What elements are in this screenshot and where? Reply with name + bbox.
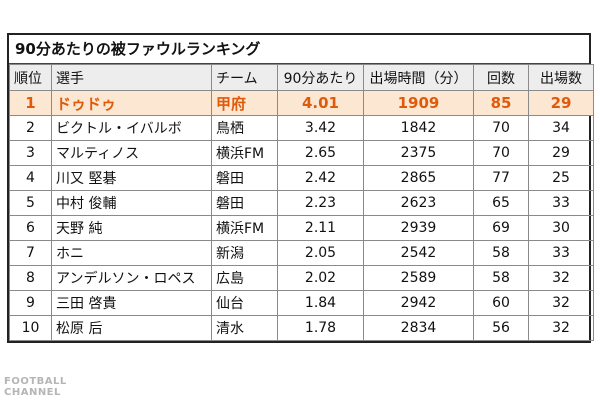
- apps-cell: 32: [528, 315, 594, 341]
- player-cell: 松原 后: [51, 315, 212, 341]
- header-row: 順位 選手 チーム 90分あたり 出場時間（分） 回数 出場数: [9, 64, 594, 91]
- apps-cell: 32: [528, 265, 594, 291]
- rank-cell: 3: [9, 140, 52, 166]
- table-row: 10 松原 后 清水 1.78 2834 56 32: [9, 315, 594, 341]
- rank-cell: 6: [9, 215, 52, 241]
- player-cell: アンデルソン・ロペス: [51, 265, 212, 291]
- header-team: チーム: [211, 64, 278, 91]
- per90-cell: 2.42: [277, 165, 364, 191]
- minutes-cell: 2865: [363, 165, 474, 191]
- apps-cell: 29: [528, 140, 594, 166]
- table-row: 8 アンデルソン・ロペス 広島 2.02 2589 58 32: [9, 265, 594, 291]
- rank-cell: 8: [9, 265, 52, 291]
- watermark-line-1: FOOTBALL: [4, 376, 67, 387]
- watermark-logo: FOOTBALL CHANNEL: [4, 376, 67, 398]
- table-row: 2 ビクトル・イバルボ 鳥栖 3.42 1842 70 34: [9, 115, 594, 141]
- count-cell: 69: [473, 215, 529, 241]
- player-cell: 三田 啓貴: [51, 290, 212, 316]
- team-cell: 鳥栖: [211, 115, 278, 141]
- minutes-cell: 2375: [363, 140, 474, 166]
- header-apps: 出場数: [528, 64, 594, 91]
- minutes-cell: 1909: [363, 90, 474, 116]
- table-row: 4 川又 堅碁 磐田 2.42 2865 77 25: [9, 165, 594, 191]
- team-cell: 磐田: [211, 165, 278, 191]
- rank-cell: 2: [9, 115, 52, 141]
- apps-cell: 30: [528, 215, 594, 241]
- minutes-cell: 2834: [363, 315, 474, 341]
- apps-cell: 34: [528, 115, 594, 141]
- player-cell: ドゥドゥ: [51, 90, 212, 116]
- team-cell: 磐田: [211, 190, 278, 216]
- table-row: 7 ホニ 新潟 2.05 2542 58 33: [9, 240, 594, 266]
- count-cell: 60: [473, 290, 529, 316]
- player-cell: 川又 堅碁: [51, 165, 212, 191]
- player-cell: ビクトル・イバルボ: [51, 115, 212, 141]
- count-cell: 56: [473, 315, 529, 341]
- minutes-cell: 2542: [363, 240, 474, 266]
- player-cell: マルティノス: [51, 140, 212, 166]
- header-per90: 90分あたり: [277, 64, 364, 91]
- per90-cell: 4.01: [277, 90, 364, 116]
- minutes-cell: 2623: [363, 190, 474, 216]
- per90-cell: 3.42: [277, 115, 364, 141]
- ranking-table-panel: 90分あたりの被ファウルランキング 順位 選手 チーム 90分あたり 出場時間（…: [7, 33, 594, 343]
- player-cell: ホニ: [51, 240, 212, 266]
- apps-cell: 29: [528, 90, 594, 116]
- team-cell: 横浜FM: [211, 140, 278, 166]
- team-cell: 新潟: [211, 240, 278, 266]
- count-cell: 77: [473, 165, 529, 191]
- count-cell: 58: [473, 240, 529, 266]
- count-cell: 58: [473, 265, 529, 291]
- team-cell: 清水: [211, 315, 278, 341]
- table-row: 5 中村 俊輔 磐田 2.23 2623 65 33: [9, 190, 594, 216]
- team-cell: 仙台: [211, 290, 278, 316]
- table-row: 3 マルティノス 横浜FM 2.65 2375 70 29: [9, 140, 594, 166]
- per90-cell: 1.78: [277, 315, 364, 341]
- per90-cell: 2.02: [277, 265, 364, 291]
- apps-cell: 25: [528, 165, 594, 191]
- rank-cell: 7: [9, 240, 52, 266]
- ranking-table: 順位 選手 チーム 90分あたり 出場時間（分） 回数 出場数 1 ドゥドゥ 甲…: [9, 64, 594, 341]
- per90-cell: 2.65: [277, 140, 364, 166]
- minutes-cell: 1842: [363, 115, 474, 141]
- count-cell: 85: [473, 90, 529, 116]
- table-row: 6 天野 純 横浜FM 2.11 2939 69 30: [9, 215, 594, 241]
- count-cell: 70: [473, 140, 529, 166]
- per90-cell: 2.23: [277, 190, 364, 216]
- rank-cell: 1: [9, 90, 52, 116]
- rank-cell: 4: [9, 165, 52, 191]
- table-row: 9 三田 啓貴 仙台 1.84 2942 60 32: [9, 290, 594, 316]
- header-count: 回数: [473, 64, 529, 91]
- per90-cell: 1.84: [277, 290, 364, 316]
- minutes-cell: 2589: [363, 265, 474, 291]
- minutes-cell: 2939: [363, 215, 474, 241]
- rank-cell: 5: [9, 190, 52, 216]
- minutes-cell: 2942: [363, 290, 474, 316]
- header-player: 選手: [51, 64, 212, 91]
- count-cell: 70: [473, 115, 529, 141]
- player-cell: 天野 純: [51, 215, 212, 241]
- team-cell: 甲府: [211, 90, 278, 116]
- watermark-line-2: CHANNEL: [4, 387, 61, 398]
- team-cell: 広島: [211, 265, 278, 291]
- header-rank: 順位: [9, 64, 52, 91]
- table-row: 1 ドゥドゥ 甲府 4.01 1909 85 29: [9, 90, 594, 116]
- count-cell: 65: [473, 190, 529, 216]
- rank-cell: 10: [9, 315, 52, 341]
- per90-cell: 2.05: [277, 240, 364, 266]
- per90-cell: 2.11: [277, 215, 364, 241]
- table-title: 90分あたりの被ファウルランキング: [9, 35, 589, 64]
- header-minutes: 出場時間（分）: [363, 64, 474, 91]
- apps-cell: 33: [528, 240, 594, 266]
- rank-cell: 9: [9, 290, 52, 316]
- apps-cell: 33: [528, 190, 594, 216]
- player-cell: 中村 俊輔: [51, 190, 212, 216]
- team-cell: 横浜FM: [211, 215, 278, 241]
- apps-cell: 32: [528, 290, 594, 316]
